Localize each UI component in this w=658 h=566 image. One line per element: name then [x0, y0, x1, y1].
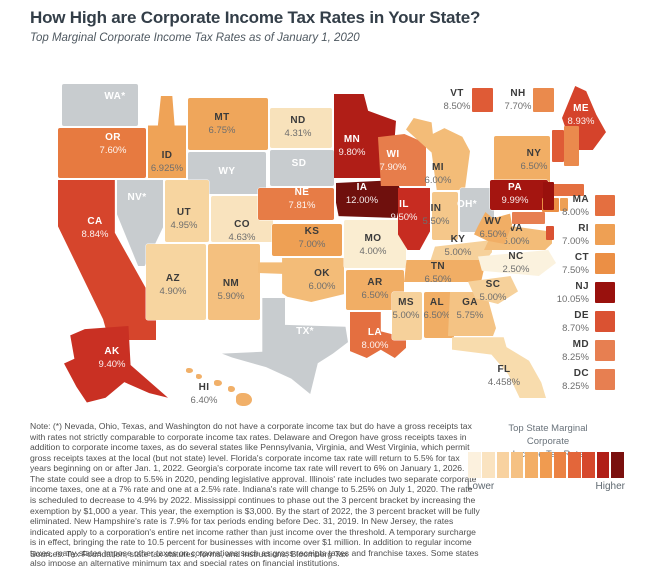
legend-lower-label: Lower: [467, 481, 495, 492]
state-ne: [258, 188, 334, 220]
state-ut: [165, 180, 209, 242]
page-subtitle: Top Marginal Corporate Income Tax Rates …: [30, 32, 360, 44]
state-mt: [188, 98, 268, 150]
legend-swatch: [596, 452, 610, 478]
callout-value-md: 8.25%: [562, 351, 589, 363]
hawaii-island: [236, 393, 252, 406]
state-md-shape: [512, 212, 545, 224]
state-nh-shape: [564, 126, 579, 166]
legend-swatch: [582, 452, 595, 478]
callout-abbr-de: DE: [574, 310, 589, 321]
state-ms: [392, 292, 422, 340]
callout-swatch-md: [595, 340, 615, 361]
state-ri-shape: [560, 198, 568, 211]
state-pa: [490, 180, 548, 210]
sources-text: Sources: Tax Foundation; state tax statu…: [30, 549, 348, 559]
callout-swatch-de: [595, 311, 615, 332]
callout-vt: VT 8.50%: [444, 88, 471, 113]
state-ny: [494, 136, 550, 184]
page-title: How High are Corporate Income Tax Rates …: [30, 8, 481, 27]
state-mo: [344, 220, 406, 268]
state-ky: [430, 240, 492, 262]
callout-abbr-ri: RI: [578, 223, 589, 234]
hawaii-island: [214, 380, 222, 386]
callout-ri: RI 7.00%: [529, 223, 589, 248]
callout-abbr-vt: VT: [450, 88, 464, 99]
callout-value-ri: 7.00%: [562, 235, 589, 247]
callout-nh: NH 7.70%: [505, 88, 532, 113]
state-wa: [62, 84, 138, 126]
state-wi: [378, 134, 426, 186]
callout-swatch-ma: [595, 195, 615, 216]
legend-swatch: [568, 452, 581, 478]
state-nd: [270, 108, 332, 148]
state-il: [398, 188, 430, 250]
state-label-hi: HI 6.40%: [191, 382, 218, 407]
state-ok: [258, 258, 344, 302]
hawaii-island: [196, 374, 202, 379]
state-de-shape: [546, 226, 554, 240]
callout-abbr-ct: CT: [574, 252, 589, 263]
callout-swatch-vt: [472, 88, 493, 112]
legend-swatch: [539, 452, 552, 478]
legend-higher-label: Higher: [595, 481, 625, 492]
callout-value-ct: 7.50%: [562, 264, 589, 276]
legend-swatch: [611, 452, 624, 478]
state-vt-shape: [552, 130, 564, 162]
callout-swatch-nj: [595, 282, 615, 303]
state-ia: [336, 180, 402, 218]
callout-swatch-dc: [595, 369, 615, 390]
callout-value-nj: 10.05%: [556, 293, 589, 305]
state-nm: [208, 244, 260, 320]
state-nj-shape: [543, 182, 554, 210]
state-in: [432, 192, 458, 240]
callout-abbr-md: MD: [572, 339, 589, 350]
callout-value-de: 8.70%: [562, 322, 589, 334]
state-az: [146, 244, 206, 320]
state-tn: [404, 260, 486, 282]
callout-ma: MA 8.00%: [529, 194, 589, 219]
callout-swatch-nh: [533, 88, 554, 112]
state-sd: [270, 150, 334, 186]
state-ma-shape: [550, 184, 584, 196]
callout-md: MD 8.25%: [529, 339, 589, 364]
note-text: Note: (*) Nevada, Ohio, Texas, and Washi…: [30, 421, 480, 566]
callout-abbr-dc: DC: [573, 368, 589, 379]
callout-dc: DC 8.25%: [529, 368, 589, 393]
legend-swatch: [510, 452, 524, 478]
callout-abbr-nh: NH: [510, 88, 526, 99]
legend-swatch: [468, 452, 481, 478]
legend-swatch: [482, 452, 495, 478]
callout-nj: NJ 10.05%: [529, 281, 589, 306]
callout-value-vt: 8.50%: [443, 100, 471, 112]
state-ks: [272, 224, 342, 256]
callout-abbr-ma: MA: [572, 194, 589, 205]
callout-ct: CT 7.50%: [529, 252, 589, 277]
callout-abbr-nj: NJ: [575, 281, 589, 292]
hawaii-island: [186, 368, 193, 373]
legend-swatch: [553, 452, 567, 478]
state-or: [58, 128, 146, 178]
state-value-hi: 6.40%: [190, 394, 218, 406]
callout-value-nh: 7.70%: [504, 100, 532, 112]
legend-swatch: [496, 452, 510, 478]
callout-value-dc: 8.25%: [562, 380, 589, 392]
legend-swatch: [525, 452, 538, 478]
callout-value-ma: 8.00%: [562, 206, 589, 218]
callout-swatch-ri: [595, 224, 615, 245]
hawaii-island: [228, 386, 235, 392]
callout-de: DE 8.70%: [529, 310, 589, 335]
state-id: [148, 96, 186, 178]
callout-swatch-ct: [595, 253, 615, 274]
